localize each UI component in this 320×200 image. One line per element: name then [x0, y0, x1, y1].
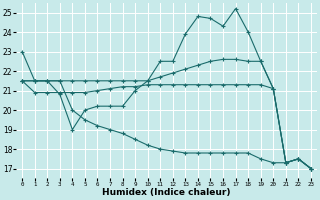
X-axis label: Humidex (Indice chaleur): Humidex (Indice chaleur) — [102, 188, 231, 197]
